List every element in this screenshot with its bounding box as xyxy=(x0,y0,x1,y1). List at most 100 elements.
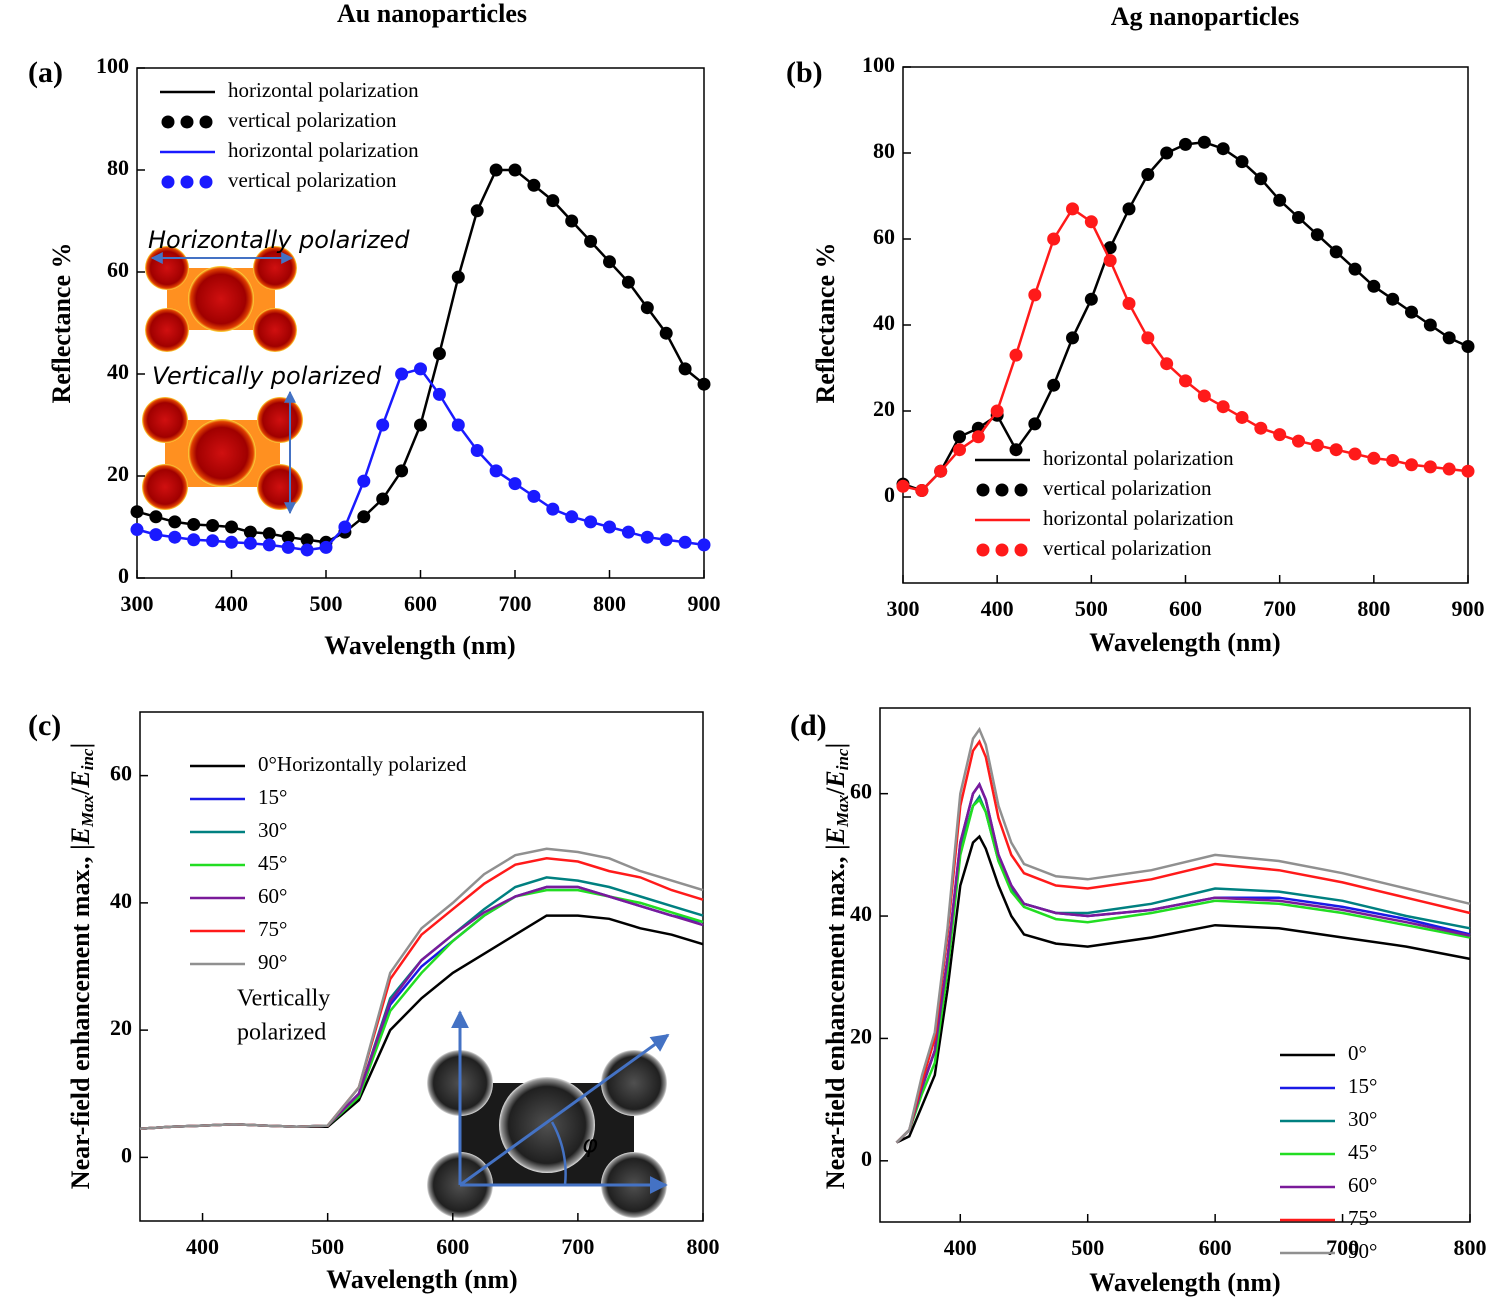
data-point xyxy=(1066,331,1079,345)
data-point xyxy=(1179,137,1192,151)
data-point xyxy=(1423,318,1437,332)
data-point xyxy=(603,255,616,269)
data-point xyxy=(376,492,390,506)
data-point xyxy=(659,326,673,340)
data-point xyxy=(1386,292,1400,306)
x-tick-label: 500 xyxy=(1075,596,1108,621)
y-axis-label-part: E xyxy=(821,770,850,788)
plot-frame xyxy=(879,707,1471,1223)
data-point xyxy=(414,362,427,376)
data-point xyxy=(243,525,257,539)
y-axis-label-part: Max xyxy=(78,794,97,828)
data-line xyxy=(896,834,1471,1144)
annotation: Horizontally polarized xyxy=(148,226,410,254)
legend-label: 45° xyxy=(258,851,287,875)
legend-marker xyxy=(995,543,1009,557)
data-point xyxy=(451,418,465,432)
y-tick-label: 100 xyxy=(96,53,129,78)
panel-label: (a) xyxy=(28,56,63,89)
x-tick-label: 500 xyxy=(311,1234,344,1259)
legend-label: 60° xyxy=(258,884,287,908)
data-point xyxy=(187,533,201,547)
x-tick-label: 700 xyxy=(499,591,532,616)
data-point xyxy=(1292,211,1305,224)
legend-marker xyxy=(180,115,194,129)
data-point xyxy=(187,517,201,531)
legend-label: horizontal polarization xyxy=(1043,506,1234,530)
x-tick-label: 600 xyxy=(1199,1235,1232,1260)
y-tick-label: 60 xyxy=(850,779,872,804)
data-point xyxy=(1442,331,1456,345)
data-point xyxy=(584,234,598,248)
data-line xyxy=(895,781,1471,1144)
data-point xyxy=(357,510,371,524)
data-point xyxy=(1122,202,1136,216)
data-point xyxy=(319,540,333,554)
y-tick-label: 80 xyxy=(107,155,129,180)
data-point xyxy=(168,515,182,529)
data-point xyxy=(489,464,503,478)
data-point xyxy=(451,270,465,284)
data-point xyxy=(357,474,371,488)
data-point xyxy=(262,527,276,541)
data-point xyxy=(1405,305,1418,319)
data-point xyxy=(1009,348,1023,362)
x-tick-label: 300 xyxy=(887,596,920,621)
data-point xyxy=(1216,400,1230,414)
legend-marker xyxy=(161,175,175,189)
data-point xyxy=(990,404,1004,418)
inset-angle xyxy=(427,1010,670,1218)
legend-label: 45° xyxy=(1348,1140,1377,1164)
data-point xyxy=(470,204,484,218)
data-point xyxy=(1160,357,1174,371)
data-point xyxy=(168,530,182,544)
legend-label: horizontal polarization xyxy=(228,138,419,162)
data-point xyxy=(546,194,560,208)
y-axis-label: Reflectance % xyxy=(47,243,76,404)
data-line xyxy=(895,781,1471,1144)
y-tick-label: 0 xyxy=(121,1142,132,1167)
y-tick-label: 20 xyxy=(850,1023,872,1048)
x-tick-label: 700 xyxy=(1326,1235,1359,1260)
x-tick-label: 600 xyxy=(404,591,437,616)
data-point xyxy=(206,518,220,532)
x-tick-label: 400 xyxy=(215,591,248,616)
x-axis-label: Wavelength (nm) xyxy=(326,1265,517,1294)
legend-label: 15° xyxy=(1348,1074,1377,1098)
y-axis-label-part: | xyxy=(821,743,850,749)
data-line xyxy=(895,726,1471,1144)
data-point xyxy=(527,489,541,503)
data-point xyxy=(281,530,295,544)
legend-marker xyxy=(161,115,175,129)
data-point xyxy=(432,387,446,401)
legend-label: horizontal polarization xyxy=(228,78,419,102)
data-point xyxy=(1216,142,1230,156)
data-point xyxy=(470,444,484,457)
legend-label: 15° xyxy=(258,785,287,809)
legend-label: 0° xyxy=(1348,1041,1367,1065)
x-tick-label: 400 xyxy=(944,1235,977,1260)
x-tick-label: 600 xyxy=(436,1234,469,1259)
x-axis-label: Wavelength (nm) xyxy=(324,631,515,660)
data-point xyxy=(149,510,163,524)
data-point xyxy=(338,520,352,534)
y-axis-label: Reflectance % xyxy=(811,243,840,404)
y-axis-label: Near-field enhancement max., |EMax/Einc| xyxy=(821,743,852,1189)
x-tick-label: 600 xyxy=(1169,596,1202,621)
y-axis-label-part: / xyxy=(821,787,850,796)
y-axis-label-part: Reflectance % xyxy=(811,243,840,404)
data-point xyxy=(565,510,579,524)
legend-marker xyxy=(199,175,213,189)
data-point xyxy=(1066,202,1079,216)
data-point xyxy=(1273,428,1287,442)
y-tick-label: 40 xyxy=(110,888,132,913)
data-point xyxy=(1310,228,1324,242)
data-line xyxy=(139,847,704,1130)
data-line xyxy=(902,141,1469,493)
data-point xyxy=(300,543,314,557)
data-point xyxy=(489,163,503,177)
data-point xyxy=(395,367,409,381)
panel: 0 20 40 60 400 500 600 700 800 Wavelength (nm) Nea… xyxy=(790,707,1487,1297)
legend-label: 90° xyxy=(258,950,287,974)
legend-marker xyxy=(995,483,1009,497)
